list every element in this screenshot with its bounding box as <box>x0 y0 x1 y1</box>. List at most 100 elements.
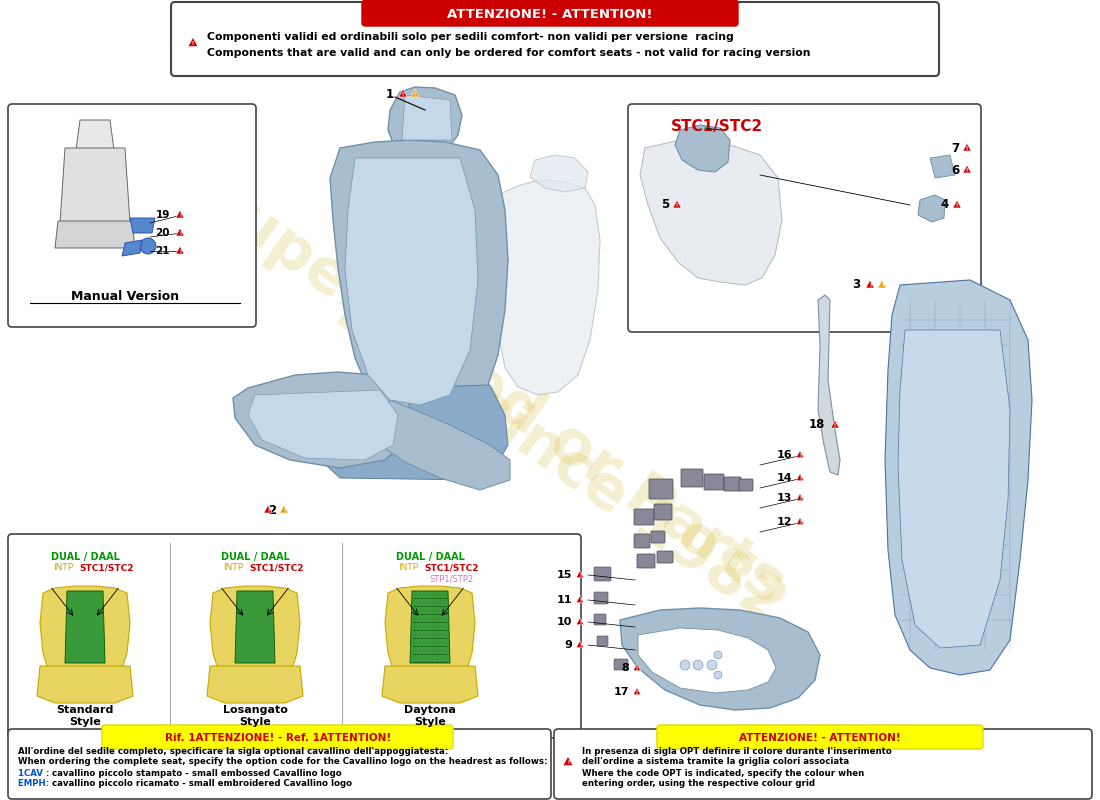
Text: INTP: INTP <box>53 563 73 573</box>
Polygon shape <box>402 95 452 140</box>
FancyBboxPatch shape <box>657 725 983 749</box>
FancyBboxPatch shape <box>649 479 673 499</box>
Polygon shape <box>315 385 508 480</box>
Text: EMPH:: EMPH: <box>18 779 52 789</box>
Polygon shape <box>675 125 730 172</box>
Circle shape <box>714 651 722 659</box>
Polygon shape <box>122 240 142 256</box>
Polygon shape <box>918 195 945 222</box>
Polygon shape <box>878 280 887 288</box>
Polygon shape <box>638 628 776 693</box>
Polygon shape <box>345 158 478 405</box>
Circle shape <box>140 238 156 254</box>
FancyBboxPatch shape <box>651 531 666 543</box>
Polygon shape <box>279 506 288 513</box>
Polygon shape <box>576 618 584 625</box>
FancyBboxPatch shape <box>681 469 703 487</box>
Circle shape <box>693 660 703 670</box>
Polygon shape <box>330 140 508 418</box>
Polygon shape <box>76 120 114 150</box>
Polygon shape <box>962 166 971 173</box>
FancyBboxPatch shape <box>8 534 581 738</box>
Polygon shape <box>210 586 300 668</box>
Text: !: ! <box>179 231 182 236</box>
Text: !: ! <box>566 760 569 765</box>
Text: 20: 20 <box>155 228 170 238</box>
Text: !: ! <box>799 520 801 525</box>
Text: !: ! <box>636 690 638 695</box>
Text: 15: 15 <box>557 570 572 580</box>
Polygon shape <box>176 228 184 236</box>
Text: DUAL / DAAL: DUAL / DAAL <box>51 552 120 562</box>
Text: 18: 18 <box>808 418 825 431</box>
Circle shape <box>707 660 717 670</box>
Text: 13: 13 <box>777 493 792 503</box>
Text: DUAL / DAAL: DUAL / DAAL <box>221 552 289 562</box>
Text: 8: 8 <box>621 663 629 673</box>
Polygon shape <box>188 38 198 46</box>
Text: cavallino piccolo stampato - small embossed Cavallino logo: cavallino piccolo stampato - small embos… <box>52 769 342 778</box>
FancyBboxPatch shape <box>594 592 608 604</box>
FancyBboxPatch shape <box>554 729 1092 799</box>
Polygon shape <box>866 280 874 288</box>
Text: !: ! <box>834 423 836 428</box>
Polygon shape <box>818 295 840 475</box>
Text: STC1/STC2: STC1/STC2 <box>425 563 480 573</box>
Polygon shape <box>60 148 130 223</box>
Text: Standard
Style: Standard Style <box>56 706 113 726</box>
Text: 12: 12 <box>777 517 792 527</box>
Polygon shape <box>640 140 782 285</box>
Text: dell'ordine a sistema tramite la griglia colori associata: dell'ordine a sistema tramite la griglia… <box>582 758 849 766</box>
Polygon shape <box>620 608 820 710</box>
Text: Daytona
Style: Daytona Style <box>404 706 455 726</box>
Text: 11: 11 <box>557 595 572 605</box>
Text: 16: 16 <box>777 450 792 460</box>
Text: Componenti validi ed ordinabili solo per sedili comfort- non validi per versione: Componenti validi ed ordinabili solo per… <box>207 32 734 42</box>
Polygon shape <box>530 155 588 192</box>
Text: 17: 17 <box>614 687 629 697</box>
Text: STC1/STC2: STC1/STC2 <box>250 563 305 573</box>
Text: cavallino piccolo ricamato - small embroidered Cavallino logo: cavallino piccolo ricamato - small embro… <box>52 779 352 789</box>
Text: Losangato
Style: Losangato Style <box>222 706 287 726</box>
Polygon shape <box>264 506 272 513</box>
Text: !: ! <box>283 508 285 513</box>
Text: Rif. 1ATTENZIONE! - Ref. 1ATTENTION!: Rif. 1ATTENZIONE! - Ref. 1ATTENTION! <box>165 733 392 743</box>
Polygon shape <box>37 666 133 703</box>
FancyBboxPatch shape <box>724 477 741 491</box>
Polygon shape <box>576 570 584 578</box>
Text: !: ! <box>956 203 958 208</box>
FancyBboxPatch shape <box>8 104 256 327</box>
FancyBboxPatch shape <box>597 636 608 646</box>
Circle shape <box>714 671 722 679</box>
Text: !: ! <box>966 146 968 151</box>
Polygon shape <box>399 90 407 97</box>
Polygon shape <box>673 200 681 208</box>
Polygon shape <box>886 280 1032 675</box>
Text: 3: 3 <box>851 278 860 291</box>
Polygon shape <box>382 666 478 703</box>
Text: !: ! <box>179 249 182 254</box>
FancyBboxPatch shape <box>637 554 654 568</box>
Text: ATTENZIONE! - ATTENTION!: ATTENZIONE! - ATTENTION! <box>739 733 901 743</box>
Text: When ordering the complete seat, specify the option code for the Cavallino logo : When ordering the complete seat, specify… <box>18 758 548 766</box>
Polygon shape <box>385 586 475 668</box>
Text: DUAL / DAAL: DUAL / DAAL <box>396 552 464 562</box>
Text: 19: 19 <box>155 210 170 220</box>
Text: 21: 21 <box>155 246 170 256</box>
Text: 9: 9 <box>564 640 572 650</box>
Text: 10: 10 <box>557 617 572 627</box>
Polygon shape <box>207 666 302 703</box>
Polygon shape <box>576 641 584 648</box>
Text: ATTENZIONE! - ATTENTION!: ATTENZIONE! - ATTENTION! <box>448 7 652 21</box>
Text: !: ! <box>799 476 801 481</box>
Polygon shape <box>962 143 971 151</box>
FancyBboxPatch shape <box>594 614 606 625</box>
Text: STC1/STC2: STC1/STC2 <box>79 563 134 573</box>
Text: !: ! <box>799 496 801 501</box>
Text: now since 1982: now since 1982 <box>324 283 795 637</box>
Polygon shape <box>235 591 275 663</box>
Text: 4: 4 <box>940 198 949 211</box>
Text: 5: 5 <box>661 198 669 211</box>
Circle shape <box>680 660 690 670</box>
Text: !: ! <box>414 92 416 97</box>
